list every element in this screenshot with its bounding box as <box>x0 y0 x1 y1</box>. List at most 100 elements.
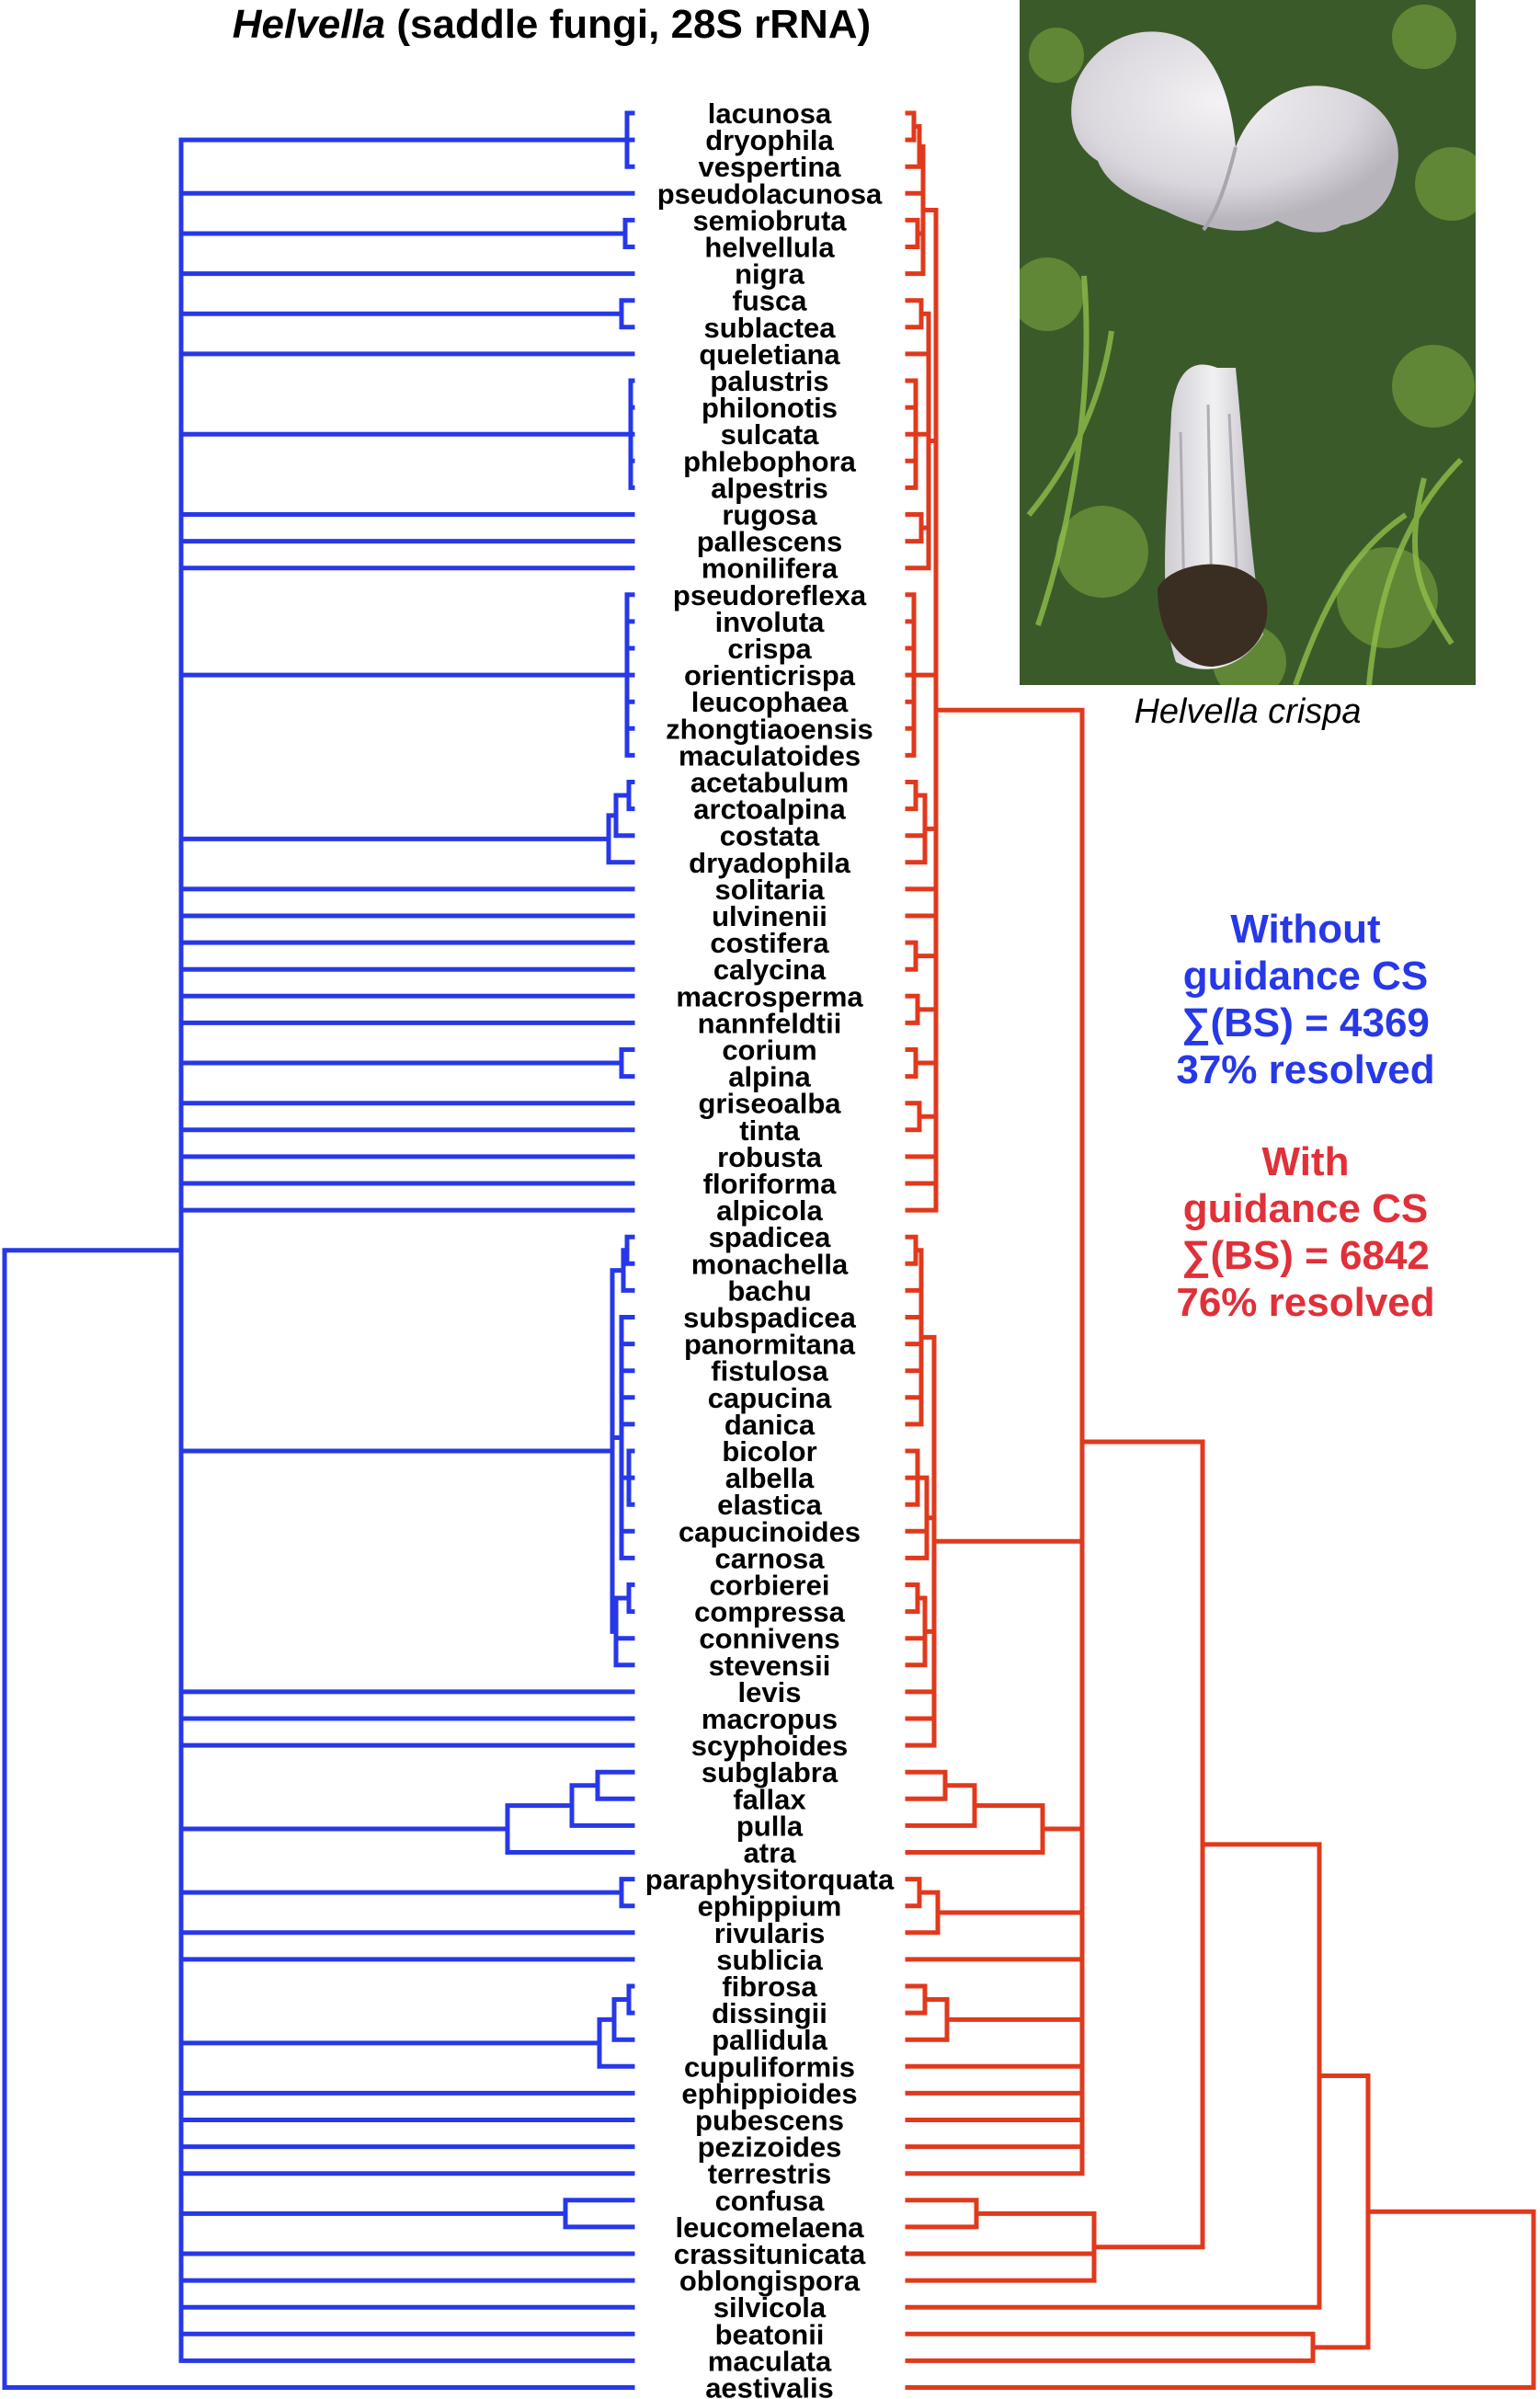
taxon-label: fibrosa <box>722 1971 817 2003</box>
taxon-label: leucomelaena <box>675 2211 864 2244</box>
taxon-label: fallax <box>733 1783 806 1815</box>
taxon-label: beatonii <box>715 2318 825 2350</box>
taxon-label: griseoalba <box>698 1088 841 1120</box>
taxon-label: helvellula <box>704 232 835 264</box>
legend-with-line3: ∑(BS) = 6842 <box>1181 1233 1430 1278</box>
taxon-label: palustris <box>710 365 828 397</box>
taxon-label: solitaria <box>715 874 826 906</box>
taxon-label: albella <box>725 1462 815 1494</box>
taxon-label: leucophaea <box>691 686 849 718</box>
helvella-crispa-photo <box>1020 0 1476 685</box>
taxon-label: bachu <box>727 1274 811 1307</box>
taxon-label: sublactea <box>703 312 836 344</box>
taxon-label: paraphysitorquata <box>645 1864 895 1896</box>
taxon-label: calycina <box>713 954 827 986</box>
taxon-label: involuta <box>715 606 826 638</box>
taxon-label: aestivalis <box>705 2372 834 2399</box>
taxon-label: maculata <box>708 2345 832 2377</box>
taxon-label: fistulosa <box>711 1355 828 1388</box>
taxon-label: dissingii <box>712 1997 827 2029</box>
taxon-label: spadicea <box>709 1221 831 1253</box>
taxon-label: pezizoides <box>698 2131 842 2164</box>
taxon-label: subspadicea <box>683 1302 857 1334</box>
taxon-label: ephippioides <box>681 2077 857 2109</box>
taxon-label: scyphoides <box>691 1730 849 1762</box>
taxon-label: phlebophora <box>683 445 856 477</box>
taxon-label: robusta <box>717 1141 822 1173</box>
taxon-label: sulcata <box>721 418 820 451</box>
legend-with-line1: With <box>1261 1139 1350 1184</box>
taxon-label: orienticrispa <box>684 659 856 691</box>
taxon-label: nigra <box>735 258 805 291</box>
taxon-label: levis <box>738 1676 802 1708</box>
taxon-label: lacunosa <box>708 97 832 130</box>
taxon-label: bicolor <box>722 1435 816 1468</box>
taxon-label: carnosa <box>715 1542 826 1574</box>
taxon-label: pallidula <box>712 2024 828 2056</box>
taxon-label: zhongtiaoensis <box>666 713 873 745</box>
legend-with-line2: guidance CS <box>1182 1186 1429 1231</box>
taxon-label: elastica <box>717 1489 823 1521</box>
taxon-label: subglabra <box>702 1756 838 1788</box>
taxon-label: acetabulum <box>690 767 849 799</box>
legend-without-line1: Without <box>1230 907 1381 952</box>
taxon-label: crassitunicata <box>674 2238 866 2270</box>
taxon-label: monachella <box>691 1248 849 1280</box>
taxon-label: pseudolacunosa <box>657 177 883 210</box>
title-subtitle: (saddle fungi, 28S rRNA) <box>385 2 872 47</box>
taxon-label: philonotis <box>702 392 838 424</box>
taxon-label: cupuliformis <box>684 2051 855 2083</box>
taxon-label: tinta <box>739 1114 800 1147</box>
taxon-label: pubescens <box>695 2105 844 2137</box>
taxon-label: vespertina <box>698 151 841 183</box>
taxon-label: queletiana <box>699 338 840 371</box>
taxon-label: dryophila <box>705 124 834 156</box>
taxon-label: monilifera <box>702 553 838 585</box>
taxon-label: confusa <box>715 2185 826 2217</box>
taxon-label: panormitana <box>684 1329 856 1361</box>
legend-with-line4: 76% resolved <box>1176 1280 1435 1325</box>
taxon-label: alpicola <box>716 1194 823 1227</box>
taxon-label: pallescens <box>697 526 843 558</box>
taxon-label: connivens <box>699 1623 839 1655</box>
taxon-label: maculatoides <box>679 739 861 771</box>
legend-without-guidance: Without guidance CS ∑(BS) = 4369 37% res… <box>1085 906 1526 1093</box>
taxon-label: costata <box>720 820 820 852</box>
right-tree-with-guidance <box>905 110 1536 2390</box>
taxon-label: rivularis <box>714 1917 826 1949</box>
taxon-label: capucina <box>708 1382 832 1414</box>
taxon-label: crispa <box>727 633 812 665</box>
taxon-label: pseudoreflexa <box>673 579 867 611</box>
taxon-label: stevensii <box>709 1650 831 1682</box>
taxon-label: ephippium <box>698 1891 842 1923</box>
legend-with-guidance: With guidance CS ∑(BS) = 6842 76% resolv… <box>1085 1138 1526 1326</box>
left-tree-without-guidance <box>2 110 635 2390</box>
taxon-label: rugosa <box>722 499 817 531</box>
taxon-label: atra <box>744 1837 797 1869</box>
taxon-label: ulvinenii <box>712 900 827 932</box>
taxon-label: dryadophila <box>689 847 850 879</box>
taxon-label: alpestris <box>711 472 828 504</box>
legend-without-line3: ∑(BS) = 4369 <box>1181 1000 1430 1045</box>
taxon-label: fusca <box>733 285 808 317</box>
right-tree-branches <box>905 110 1536 2390</box>
legend-without-line2: guidance CS <box>1182 954 1429 999</box>
taxon-label: costifera <box>710 927 829 959</box>
taxon-label: semiobruta <box>692 204 847 236</box>
taxon-label: nannfeldtii <box>698 1007 842 1039</box>
taxon-label: compressa <box>694 1596 845 1628</box>
taxon-label: terrestris <box>708 2158 831 2190</box>
taxon-label: pulla <box>736 1810 804 1842</box>
taxon-label: capucinoides <box>679 1515 861 1548</box>
taxon-label: silvicola <box>713 2291 827 2324</box>
taxon-label: corbierei <box>710 1570 830 1602</box>
left-tree-branches <box>2 110 635 2390</box>
taxon-label: alpina <box>728 1061 811 1093</box>
taxon-label: corium <box>722 1034 816 1067</box>
figure-title: Helvella (saddle fungi, 28S rRNA) <box>0 2 1103 48</box>
taxon-label: macrosperma <box>676 980 863 1012</box>
legend-without-line4: 37% resolved <box>1176 1047 1435 1092</box>
taxon-label: arctoalpina <box>693 794 846 826</box>
taxon-label: danica <box>724 1409 816 1441</box>
